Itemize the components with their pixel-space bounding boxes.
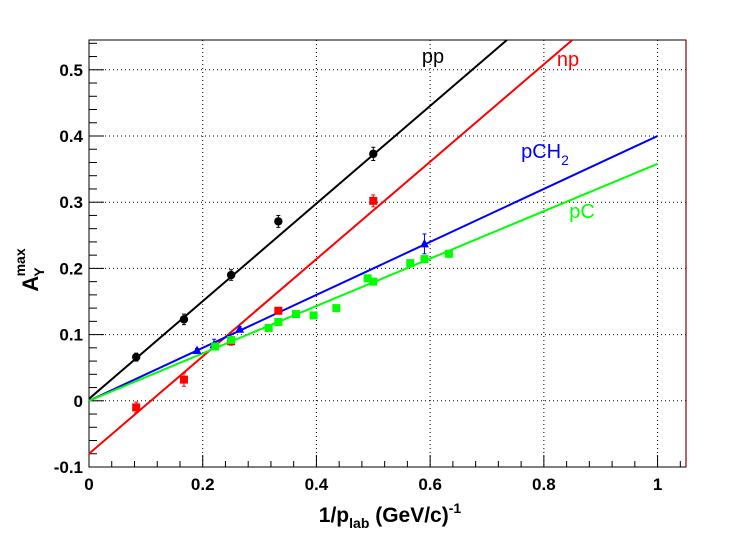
data-point-pc (309, 311, 318, 320)
fit-line-pch2 (88, 135, 658, 402)
data-point-pc (291, 310, 300, 319)
series-label-pc: pC (569, 201, 595, 223)
data-point-np (132, 401, 141, 414)
x-axis-title-sub: lab (349, 515, 369, 531)
marker-square (274, 306, 283, 315)
data-point-pch2 (419, 233, 429, 255)
y-axis-title-main: A (18, 276, 43, 292)
y-tick-label: 0.2 (59, 259, 83, 278)
data-point-pc (274, 318, 283, 327)
marker-square (179, 375, 188, 384)
marker-square (369, 196, 378, 205)
y-tick-label: 0.3 (59, 193, 83, 212)
series-label-text: pp (422, 46, 444, 68)
y-tick-label: 0.1 (59, 326, 83, 345)
data-point-pc (369, 277, 378, 286)
data-point-pc (420, 255, 429, 264)
series-label-subscript: 2 (561, 152, 569, 168)
x-tick-label: 0.2 (191, 475, 215, 494)
y-tick-label: -0.1 (54, 458, 83, 477)
marker-square (309, 311, 318, 320)
data-point-np (274, 306, 283, 315)
data-point-pc (264, 323, 273, 332)
x-axis-title-main: 1/p (319, 504, 349, 527)
x-axis-title-units: (GeV/c) (369, 504, 448, 527)
x-tick-label: 0.6 (418, 475, 442, 494)
marker-square (444, 249, 453, 258)
data-point-pc (332, 304, 341, 313)
marker-square (332, 304, 341, 313)
series-label-text: pC (569, 201, 595, 223)
series-label-text: np (557, 49, 579, 71)
series-labels: pp np pCH2 pC (422, 46, 595, 223)
data-point-pch2 (235, 324, 245, 333)
fit-line-np (88, 39, 573, 455)
marker-circle (226, 270, 236, 280)
marker-circle (179, 315, 189, 324)
y-tick-label: 0.5 (59, 61, 83, 80)
data-point-pp (369, 146, 378, 161)
series-label-pp: pp (422, 46, 444, 68)
data-point-np (179, 372, 188, 387)
x-tick-label: 1 (653, 475, 662, 494)
data-point-np (369, 194, 378, 208)
marker-square (264, 323, 273, 332)
marker-circle (131, 352, 141, 362)
fit-line-pp (88, 39, 508, 400)
series-label-np: np (557, 49, 579, 71)
x-tick-label: 0.4 (305, 475, 329, 494)
x-tick-label: 0 (84, 475, 93, 494)
marker-square (274, 318, 283, 327)
marker-circle (369, 149, 378, 159)
y-tick-label: 0.4 (59, 127, 83, 146)
axis-ticks (88, 42, 681, 468)
marker-square (406, 259, 415, 268)
data-point-pch2 (192, 345, 202, 354)
y-tick-label: 0 (74, 392, 83, 411)
y-axis-title-sub: Y (31, 267, 47, 277)
marker-triangle (235, 324, 245, 333)
x-tick-label: 0.8 (532, 475, 556, 494)
marker-square (363, 274, 372, 283)
series-label-text: pCH (521, 141, 561, 163)
x-axis-title-sup: -1 (449, 500, 462, 516)
data-point-pc (227, 335, 236, 344)
data-point-pc (444, 249, 453, 258)
data-point-pc (211, 342, 220, 351)
marker-circle (274, 217, 283, 226)
data-points (131, 146, 453, 414)
x-axis-title: 1/plab (GeV/c)-1 (319, 500, 462, 531)
grid-layer (89, 40, 686, 467)
data-point-pp (226, 269, 236, 281)
marker-square (291, 310, 300, 319)
data-point-pc (406, 259, 415, 268)
data-point-pp (274, 214, 283, 228)
y-axis-title-sup: max (12, 248, 28, 276)
marker-square (369, 277, 378, 286)
data-point-pp (179, 313, 189, 326)
marker-square (227, 335, 236, 344)
y-axis-title: AYmax (12, 248, 47, 291)
data-point-pc (363, 274, 372, 283)
series-label-pch2: pCH2 (521, 141, 569, 168)
plot-frame (88, 39, 687, 468)
data-point-pp (131, 352, 141, 362)
tick-labels: 0 0.2 0.4 0.6 0.8 1-0.100.10.20.30.40.5 (54, 61, 663, 494)
marker-square (420, 255, 429, 264)
marker-square (132, 403, 141, 412)
marker-square (211, 342, 220, 351)
marker-triangle (192, 345, 202, 354)
fit-lines (88, 39, 658, 455)
marker-triangle (419, 238, 429, 248)
